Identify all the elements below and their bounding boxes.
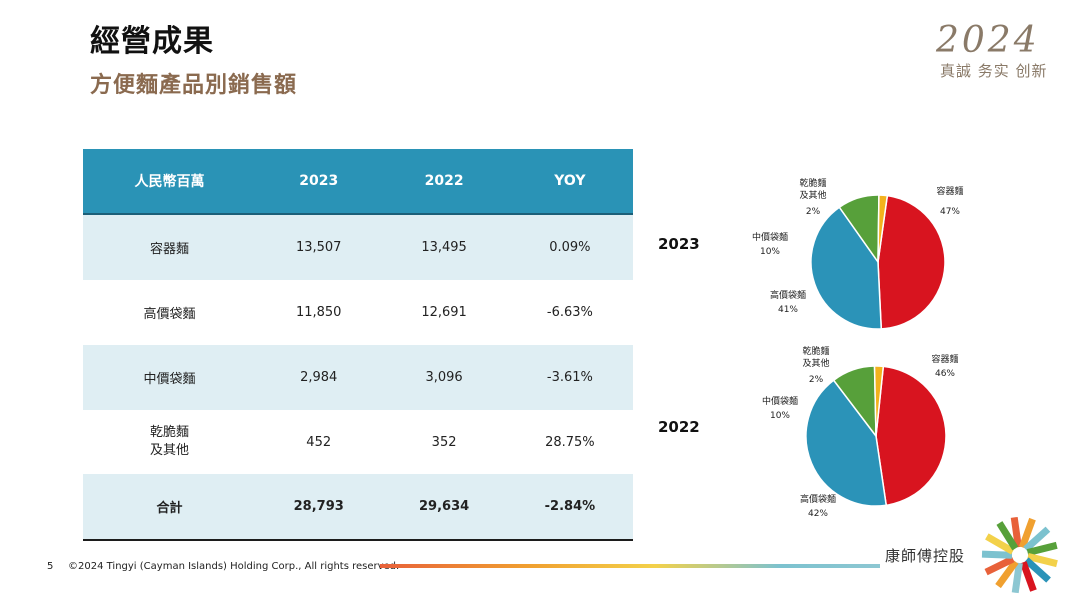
- table-cell: 2,984: [256, 345, 382, 410]
- table-cell: 28.75%: [545, 434, 595, 450]
- pie-slice-value: 47%: [940, 207, 960, 217]
- pie-slice-value: 46%: [935, 369, 955, 379]
- table-row: 容器麵 13,507 13,495 0.09%: [83, 214, 633, 280]
- table-cell: 12,691: [421, 305, 467, 320]
- table-cell: 13,495: [381, 214, 507, 280]
- brand-slogan: 真誠 务实 创新: [940, 62, 1048, 80]
- table-cell: -6.63%: [546, 305, 593, 320]
- pie-slice: [873, 365, 885, 437]
- table-cell: 11,850: [295, 305, 342, 320]
- sales-table: 人民幣百萬 2023 2022 YOY 容器麵 13,507 13,495 0.…: [83, 149, 633, 541]
- brand-logo-graphic: [981, 516, 1058, 594]
- table-cell: 13,507: [256, 214, 382, 280]
- table-cell: 容器麵: [83, 214, 257, 280]
- year-label-2023: 2023: [658, 235, 700, 253]
- table-cell: 中價袋麵: [83, 345, 257, 410]
- pie-slice-label: 中價袋麵: [762, 395, 798, 407]
- page-number: 5: [47, 561, 54, 572]
- column-header: 2022: [381, 149, 507, 214]
- table-cell: -2.84%: [506, 474, 633, 541]
- page-subtitle: 方便麵產品別銷售額: [90, 73, 298, 98]
- column-header: YOY: [506, 149, 633, 214]
- pie-slice: [875, 365, 947, 507]
- pie-slice-label: 高價袋麵: [800, 493, 836, 505]
- column-header: 2023: [256, 149, 382, 214]
- pie-slice: [805, 379, 888, 507]
- pie-slice: [877, 194, 889, 263]
- table-cell: 乾脆麵 及其他: [150, 425, 190, 458]
- footer-gradient-bar: [380, 564, 880, 568]
- pie-slice-label: 乾脆麵: [799, 177, 826, 189]
- table-cell: 28,793: [256, 474, 382, 541]
- pie-slice-value: 2%: [806, 207, 821, 217]
- table-cell: 0.09%: [506, 214, 633, 280]
- page-title: 經營成果: [90, 24, 214, 59]
- table-cell: 352: [431, 434, 457, 450]
- company-name: 康師傅控股: [885, 547, 966, 565]
- copyright-text: ©2024 Tingyi (Cayman Islands) Holding Co…: [68, 561, 400, 572]
- pie-slice-value: 10%: [770, 411, 790, 421]
- brand-year: 2024: [936, 20, 1040, 61]
- pie-slice-label: 容器麵: [931, 353, 958, 365]
- table-cell: 合計: [83, 474, 257, 541]
- pie-slice-label: 中價袋麵: [752, 231, 788, 243]
- pie-slice: [877, 194, 946, 330]
- column-header: 人民幣百萬: [83, 149, 257, 214]
- pie-slice-value: 42%: [808, 509, 828, 519]
- table-cell: 3,096: [381, 345, 507, 410]
- table-cell: 452: [306, 434, 332, 450]
- pie-slice-label: 乾脆麵: [802, 345, 829, 357]
- table-cell: 29,634: [381, 474, 507, 541]
- pie-slice-value: 10%: [760, 247, 780, 257]
- table-total-row: 合計 28,793 29,634 -2.84%: [83, 474, 633, 541]
- pie-slice: [810, 206, 883, 330]
- pie-slice-label: 高價袋麵: [770, 289, 806, 301]
- pie-slice-value: 2%: [809, 375, 824, 385]
- pie-slice-label: 容器麵: [936, 185, 963, 197]
- table-row: 中價袋麵 2,984 3,096 -3.61%: [83, 345, 633, 410]
- pie-slice-value: 41%: [778, 305, 798, 315]
- table-cell: 高價袋麵: [143, 307, 196, 322]
- table-header-row: 人民幣百萬 2023 2022 YOY: [83, 149, 633, 214]
- pie-slice-label: 及其他: [799, 189, 826, 201]
- table-row: 高價袋麵 11,850 12,691 -6.63%: [83, 280, 633, 345]
- table-row: 乾脆麵 及其他 452 352 28.75%: [83, 410, 633, 474]
- year-label-2022: 2022: [658, 418, 700, 436]
- pie-slice-label: 及其他: [802, 357, 829, 369]
- table-cell: -3.61%: [506, 345, 633, 410]
